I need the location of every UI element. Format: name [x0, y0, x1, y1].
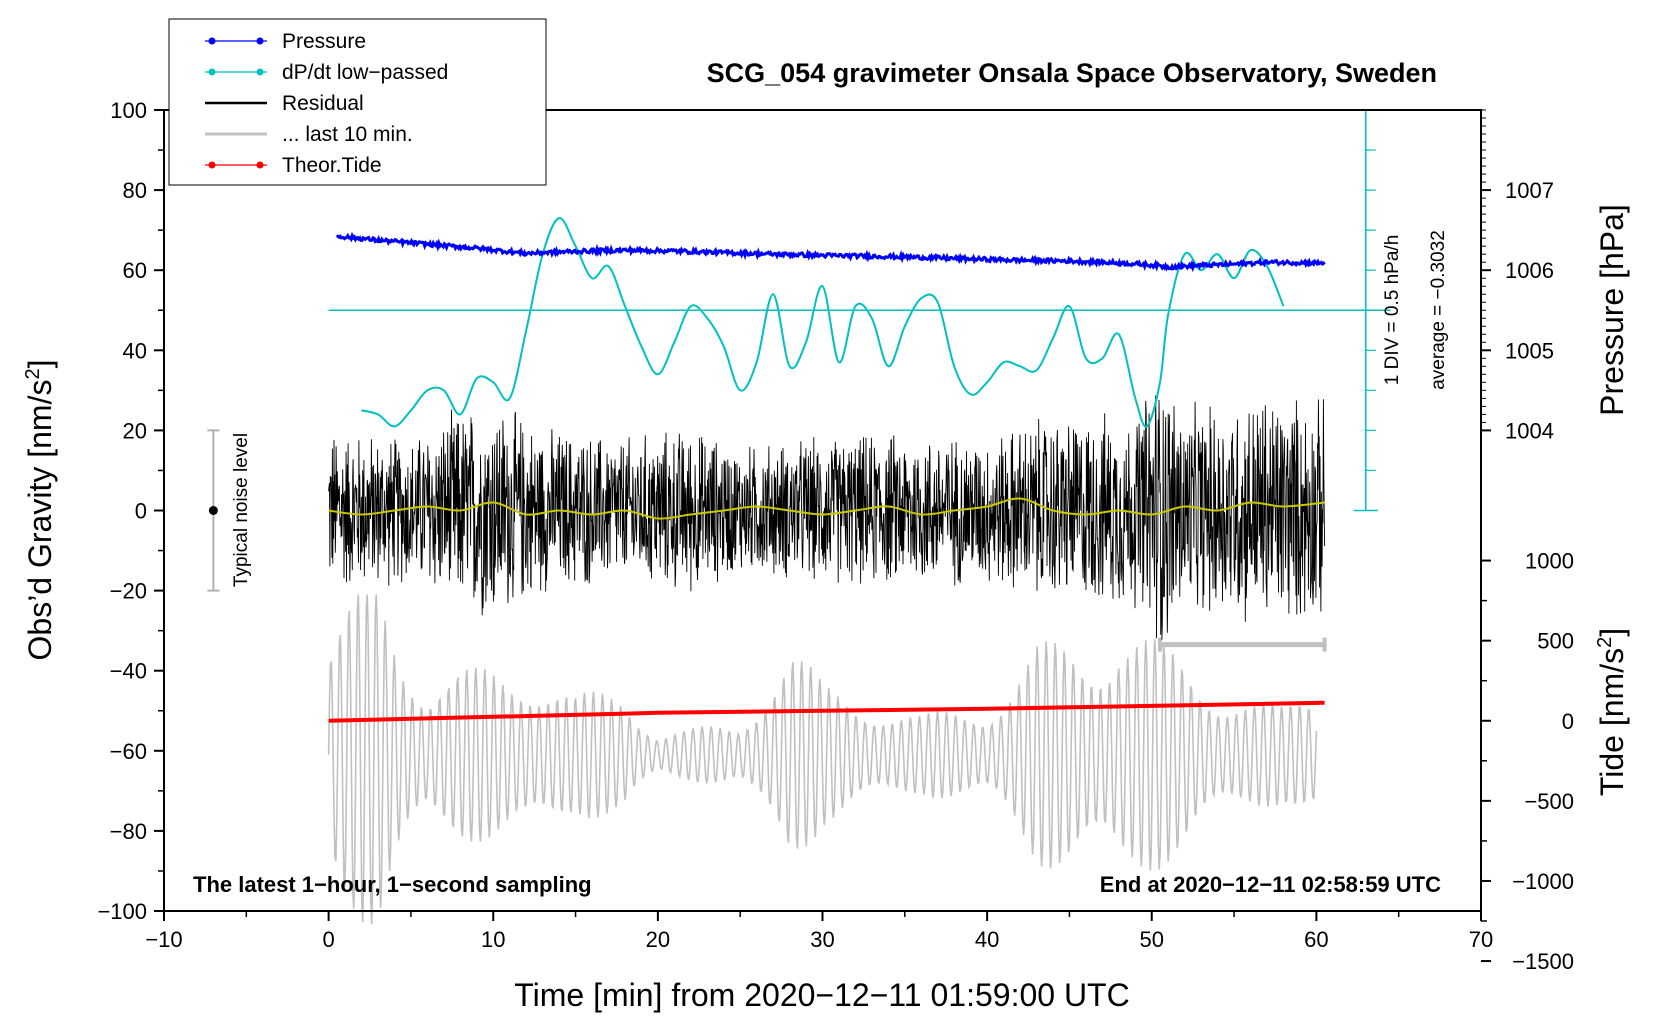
legend-label: Pressure [282, 30, 366, 53]
tide-tick-label: −500 [1524, 789, 1574, 814]
series-layer [207, 109, 1391, 925]
y-tick-label: 40 [123, 338, 147, 363]
residual-series-line [328, 395, 1326, 640]
pressure-tick-label: 1007 [1505, 178, 1554, 203]
legend: Pressure dP/dt low−passed Residual ... last… [168, 18, 547, 186]
y-axis-title: Obs’d Gravity [nm/s2] [22, 360, 58, 661]
y-axis-title-end: ] [22, 360, 58, 369]
pressure-axis-title: Pressure [hPa] [1594, 204, 1630, 416]
tide-tick-label: 0 [1562, 709, 1574, 734]
y-tick-label: −40 [110, 659, 147, 684]
legend-label: Theor.Tide [282, 154, 382, 177]
y-tick-label: −80 [110, 819, 147, 844]
noise-bar-dot [208, 506, 218, 515]
tide-axis-title-main: Tide [nm/s [1594, 648, 1630, 796]
legend-swatch-dot [208, 161, 216, 169]
y-tick-label: −60 [110, 739, 147, 764]
pressure-series-line [335, 231, 1326, 273]
pressure-tick-label: 1004 [1505, 418, 1554, 443]
axes-layer: −10 0 10 20 30 40 50 60 70−100−80−60−40−20020406… [97, 98, 1574, 974]
y-tick-label: 20 [123, 418, 147, 443]
tide-axis-title-end: ] [1594, 628, 1630, 637]
x-tick-label: 60 [1304, 927, 1328, 952]
x-tick-label: 50 [1140, 927, 1164, 952]
legend-swatch-dot [256, 37, 264, 45]
tide-axis-title: Tide [nm/s2] [1594, 628, 1630, 796]
annotation-bottom-right: End at 2020−12−11 02:58:59 UTC [1100, 872, 1441, 897]
x-tick-label: 70 [1469, 927, 1493, 952]
tide-tick-label: −1000 [1512, 869, 1574, 894]
annotation-bottom-left: The latest 1−hour, 1−second sampling [193, 872, 592, 897]
y-tick-label: 100 [110, 98, 147, 123]
smoothed-residual-line [328, 497, 1325, 520]
noise-bar-label: Typical noise level [231, 433, 252, 587]
chart-title: SCG_054 gravimeter Onsala Space Observat… [707, 58, 1437, 88]
y-tick-label: 0 [135, 499, 147, 524]
y-tick-label: −20 [110, 579, 147, 604]
tide-tick-label: 500 [1537, 629, 1574, 654]
tide-axis-title-sup: 2 [1594, 637, 1616, 648]
legend-label: Residual [282, 92, 364, 115]
x-axis-title: Time [min] from 2020−12−11 01:59:00 UTC [514, 977, 1129, 1013]
y-axis-title-main: Obs’d Gravity [nm/s [22, 380, 58, 661]
tide-series-line [328, 700, 1325, 723]
pressure-tick-label: 1005 [1505, 338, 1554, 363]
legend-label: ... last 10 min. [282, 123, 413, 146]
pressure-tick-label: 1006 [1505, 258, 1554, 283]
y-tick-label: 80 [123, 178, 147, 203]
dpdt-div-label: 1 DIV = 0.5 hPa/h [1382, 235, 1403, 386]
x-tick-label: 30 [810, 927, 834, 952]
y-axis-title-sup: 2 [22, 368, 44, 379]
x-tick-label: 40 [975, 927, 999, 952]
last10-series-line [327, 594, 1318, 925]
legend-swatch-dot [256, 161, 264, 169]
x-tick-label: −10 [145, 927, 182, 952]
legend-swatch-dot [208, 68, 216, 76]
tide-tick-label: −1500 [1512, 949, 1574, 974]
dpdt-average-label: average = −0.3032 [1428, 230, 1449, 390]
x-tick-label: 10 [481, 927, 505, 952]
dpdt-series-line [361, 217, 1285, 428]
legend-swatch-dot [208, 37, 216, 45]
legend-label: dP/dt low−passed [282, 61, 448, 84]
y-tick-label: 60 [123, 258, 147, 283]
x-tick-label: 20 [646, 927, 670, 952]
y-tick-label: −100 [97, 899, 147, 924]
tide-tick-label: 1000 [1525, 549, 1574, 574]
x-tick-label: 0 [323, 927, 335, 952]
legend-swatch-dot [256, 68, 264, 76]
